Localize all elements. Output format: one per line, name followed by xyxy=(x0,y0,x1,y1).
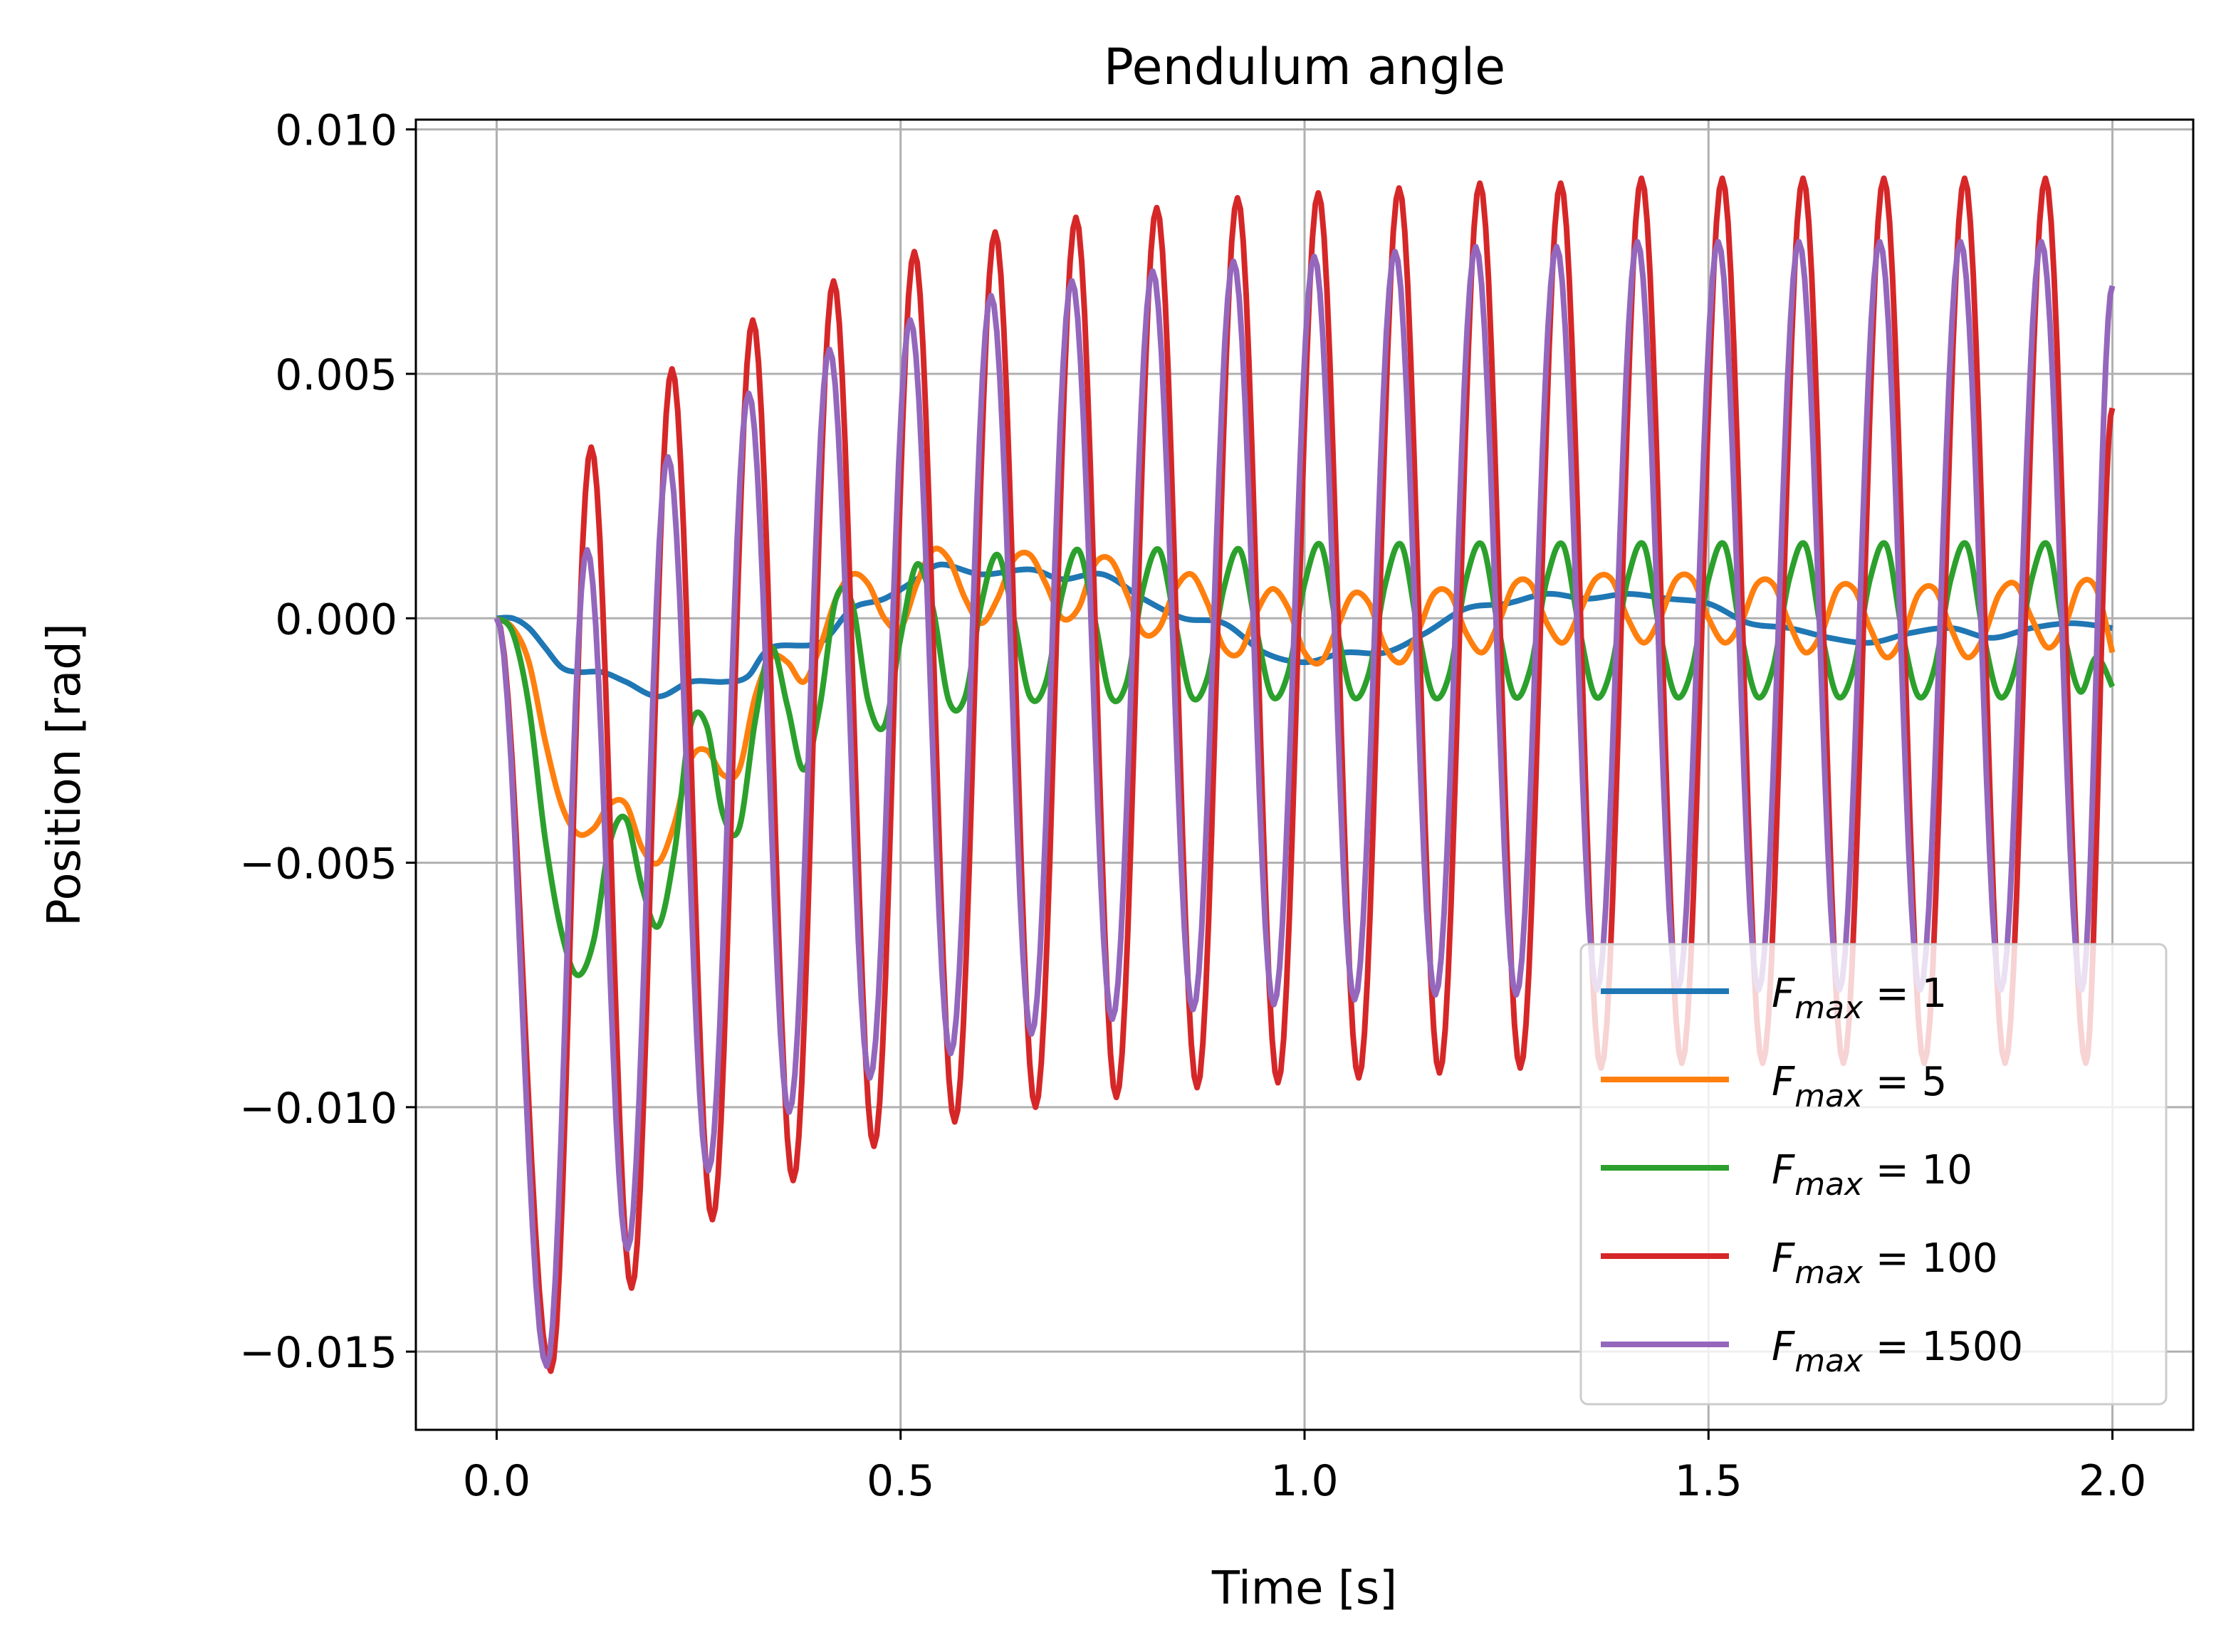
y-tick-label: 0.010 xyxy=(275,106,397,156)
series-line-1500 xyxy=(493,239,2116,1369)
x-tick-label: 2.0 xyxy=(2079,1456,2146,1506)
legend-entry: Fmax = 5 xyxy=(1772,1059,1947,1114)
legend: Fmax = 1 Fmax = 5 Fmax = 10 Fmax = 100 Fmax … xyxy=(1579,943,2168,1406)
legend-entry: Fmax = 1500 xyxy=(1772,1324,2023,1379)
legend-entry: Fmax = 10 xyxy=(1772,1147,1972,1203)
chart-title: Pendulum angle xyxy=(1104,38,1505,96)
x-tick-label: 0.5 xyxy=(867,1456,934,1506)
axes: 0.0 0.5 1.0 1.5 2.0 0.010 0.005 0.000 −0.005 −0.0… xyxy=(239,106,2146,1506)
series-layer xyxy=(493,175,2116,1374)
y-tick-label: 0.005 xyxy=(275,350,397,400)
legend-entry: Fmax = 1 xyxy=(1772,971,1947,1026)
x-axis-label: Time [s] xyxy=(1211,1562,1397,1615)
legend-box xyxy=(1579,943,2168,1406)
legend-entry: Fmax = 100 xyxy=(1772,1235,1998,1291)
x-tick-label: 0.0 xyxy=(463,1456,531,1506)
y-axis-label: Position [rad] xyxy=(38,623,91,926)
y-tick-label: −0.015 xyxy=(239,1328,397,1378)
y-tick-label: 0.000 xyxy=(275,595,397,644)
x-tick-label: 1.5 xyxy=(1675,1456,1742,1506)
y-tick-label: −0.010 xyxy=(239,1084,397,1134)
x-tick-label: 1.0 xyxy=(1270,1456,1338,1506)
y-tick-label: −0.005 xyxy=(239,840,397,889)
